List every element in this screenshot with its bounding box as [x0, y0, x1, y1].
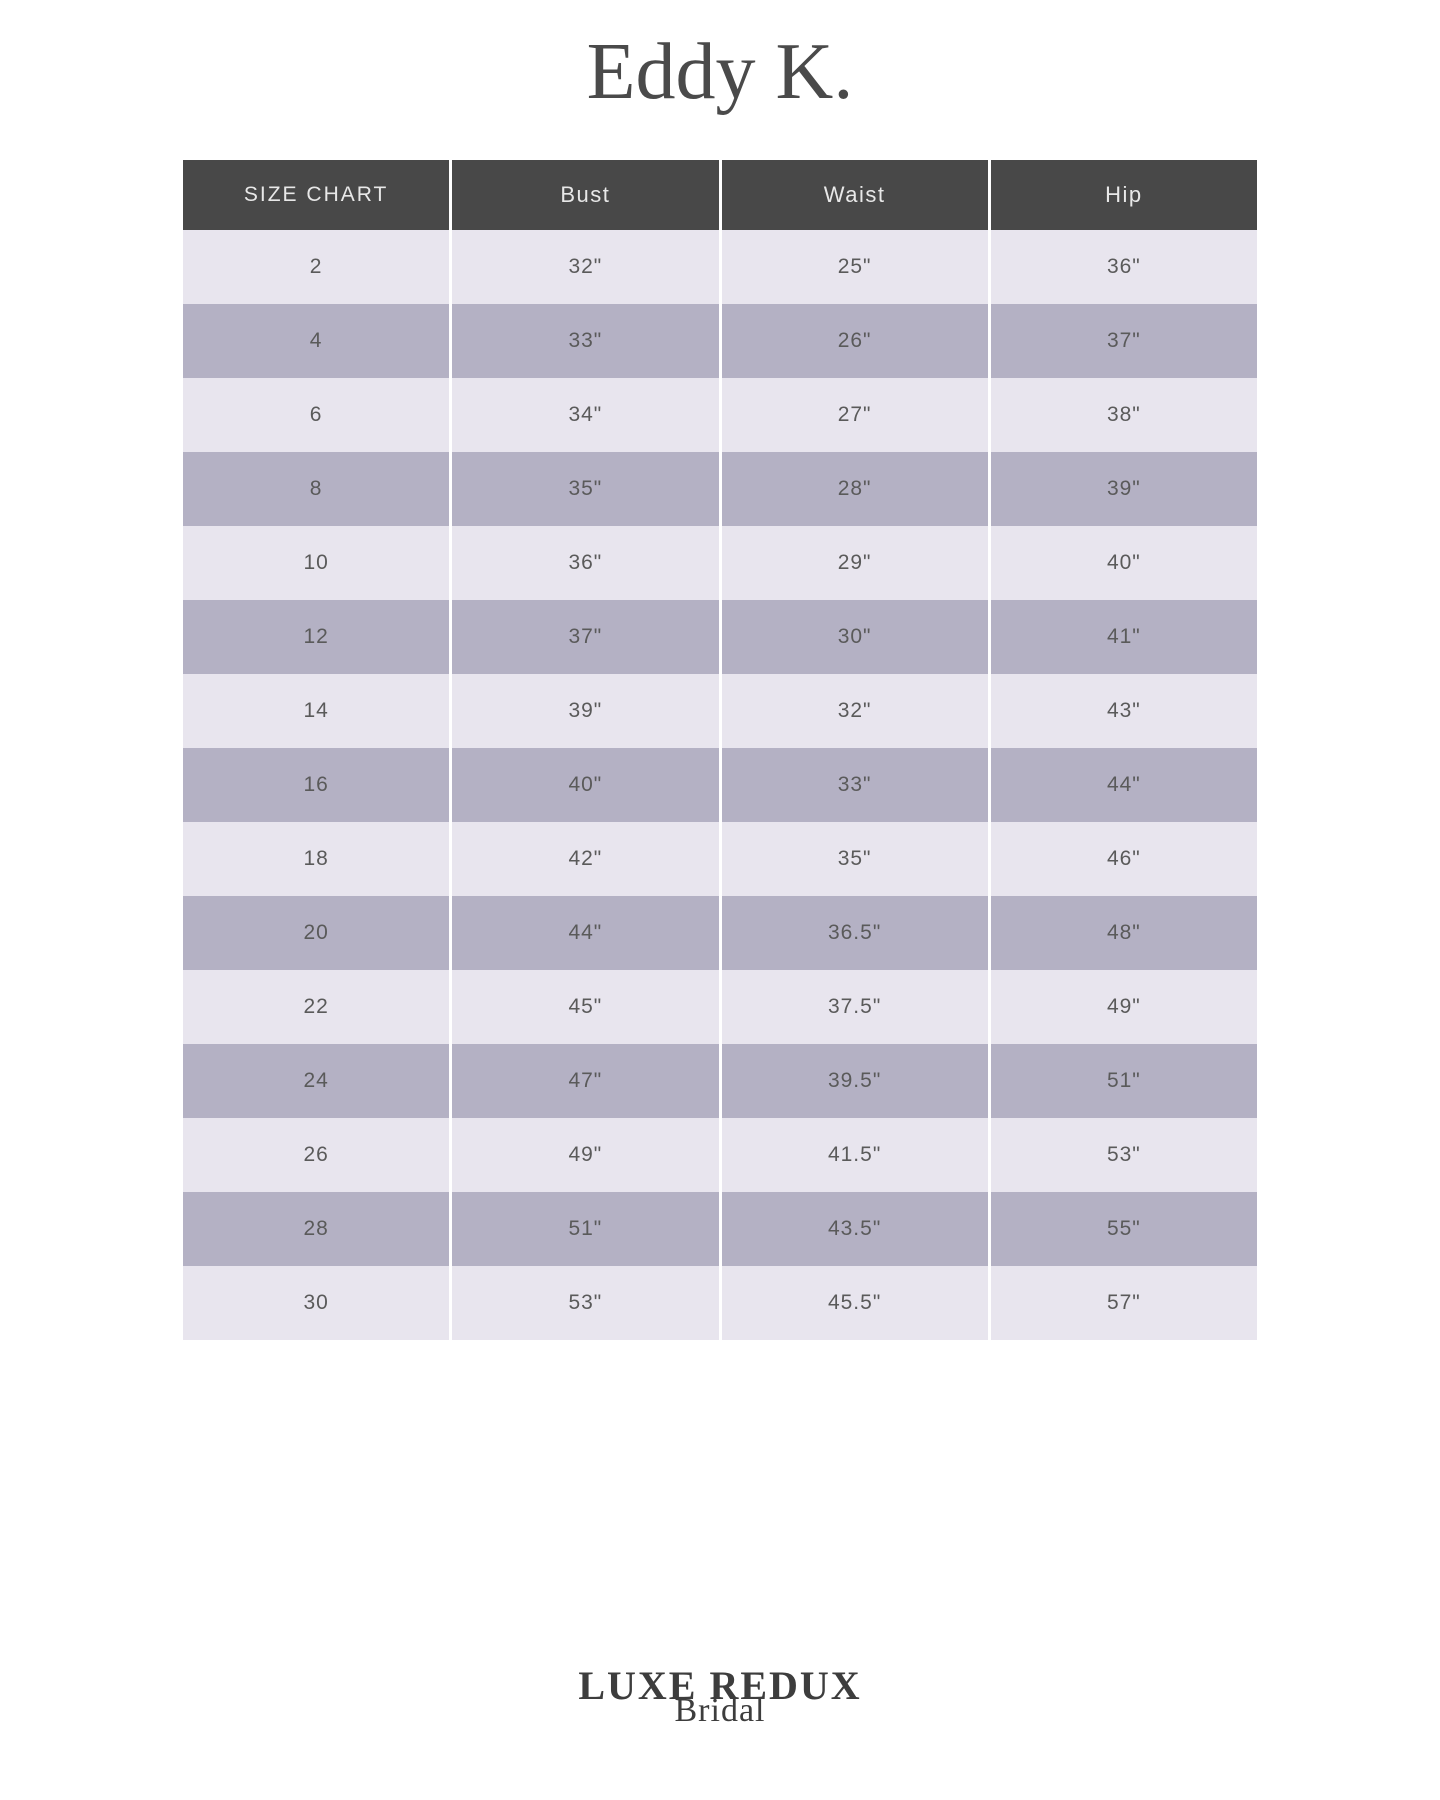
- cell-hip: 49": [991, 970, 1257, 1044]
- cell-size: 16: [183, 748, 449, 822]
- table-row: 2245"37.5"49": [183, 970, 1257, 1044]
- cell-waist: 32": [722, 674, 988, 748]
- cell-hip: 36": [991, 230, 1257, 304]
- cell-bust: 36": [452, 526, 718, 600]
- table-header-row: SIZE CHART Bust Waist Hip: [183, 160, 1257, 230]
- cell-size: 30: [183, 1266, 449, 1340]
- table-row: 1237"30"41": [183, 600, 1257, 674]
- table-row: 1640"33"44": [183, 748, 1257, 822]
- cell-size: 6: [183, 378, 449, 452]
- cell-waist: 26": [722, 304, 988, 378]
- footer-logo: LUXE REDUX Bridal: [578, 1666, 861, 1730]
- table-row: 1842"35"46": [183, 822, 1257, 896]
- cell-bust: 49": [452, 1118, 718, 1192]
- cell-bust: 40": [452, 748, 718, 822]
- table-row: 835"28"39": [183, 452, 1257, 526]
- cell-size: 26: [183, 1118, 449, 1192]
- cell-waist: 36.5": [722, 896, 988, 970]
- cell-size: 2: [183, 230, 449, 304]
- cell-size: 20: [183, 896, 449, 970]
- cell-hip: 51": [991, 1044, 1257, 1118]
- table-row: 433"26"37": [183, 304, 1257, 378]
- brand-title-text: Eddy K.: [587, 28, 854, 116]
- cell-waist: 29": [722, 526, 988, 600]
- cell-bust: 32": [452, 230, 718, 304]
- cell-hip: 53": [991, 1118, 1257, 1192]
- cell-waist: 45.5": [722, 1266, 988, 1340]
- cell-bust: 53": [452, 1266, 718, 1340]
- cell-waist: 41.5": [722, 1118, 988, 1192]
- cell-waist: 43.5": [722, 1192, 988, 1266]
- cell-hip: 48": [991, 896, 1257, 970]
- cell-bust: 42": [452, 822, 718, 896]
- cell-hip: 38": [991, 378, 1257, 452]
- cell-bust: 47": [452, 1044, 718, 1118]
- cell-size: 18: [183, 822, 449, 896]
- cell-hip: 55": [991, 1192, 1257, 1266]
- cell-waist: 33": [722, 748, 988, 822]
- cell-hip: 43": [991, 674, 1257, 748]
- cell-hip: 39": [991, 452, 1257, 526]
- cell-size: 14: [183, 674, 449, 748]
- table-row: 1036"29"40": [183, 526, 1257, 600]
- table-row: 3053"45.5"57": [183, 1266, 1257, 1340]
- cell-size: 28: [183, 1192, 449, 1266]
- col-header-bust: Bust: [452, 160, 718, 230]
- cell-size: 8: [183, 452, 449, 526]
- cell-waist: 30": [722, 600, 988, 674]
- cell-size: 24: [183, 1044, 449, 1118]
- size-chart-table: SIZE CHART Bust Waist Hip 232"25"36"433"…: [180, 160, 1260, 1340]
- cell-waist: 39.5": [722, 1044, 988, 1118]
- cell-size: 12: [183, 600, 449, 674]
- table-row: 634"27"38": [183, 378, 1257, 452]
- cell-waist: 25": [722, 230, 988, 304]
- cell-bust: 51": [452, 1192, 718, 1266]
- cell-size: 4: [183, 304, 449, 378]
- cell-hip: 46": [991, 822, 1257, 896]
- cell-size: 10: [183, 526, 449, 600]
- cell-bust: 45": [452, 970, 718, 1044]
- table-row: 232"25"36": [183, 230, 1257, 304]
- table-row: 2447"39.5"51": [183, 1044, 1257, 1118]
- cell-hip: 57": [991, 1266, 1257, 1340]
- table-row: 2044"36.5"48": [183, 896, 1257, 970]
- cell-bust: 44": [452, 896, 718, 970]
- col-header-size: SIZE CHART: [183, 160, 449, 230]
- brand-title: Eddy K.: [470, 20, 970, 130]
- table-body: 232"25"36"433"26"37"634"27"38"835"28"39"…: [183, 230, 1257, 1340]
- cell-waist: 35": [722, 822, 988, 896]
- cell-waist: 28": [722, 452, 988, 526]
- cell-hip: 41": [991, 600, 1257, 674]
- cell-bust: 37": [452, 600, 718, 674]
- cell-hip: 37": [991, 304, 1257, 378]
- col-header-waist: Waist: [722, 160, 988, 230]
- cell-hip: 44": [991, 748, 1257, 822]
- table-row: 1439"32"43": [183, 674, 1257, 748]
- table-row: 2649"41.5"53": [183, 1118, 1257, 1192]
- cell-waist: 27": [722, 378, 988, 452]
- cell-bust: 39": [452, 674, 718, 748]
- table-row: 2851"43.5"55": [183, 1192, 1257, 1266]
- cell-bust: 34": [452, 378, 718, 452]
- cell-bust: 33": [452, 304, 718, 378]
- cell-waist: 37.5": [722, 970, 988, 1044]
- cell-size: 22: [183, 970, 449, 1044]
- cell-bust: 35": [452, 452, 718, 526]
- col-header-hip: Hip: [991, 160, 1257, 230]
- cell-hip: 40": [991, 526, 1257, 600]
